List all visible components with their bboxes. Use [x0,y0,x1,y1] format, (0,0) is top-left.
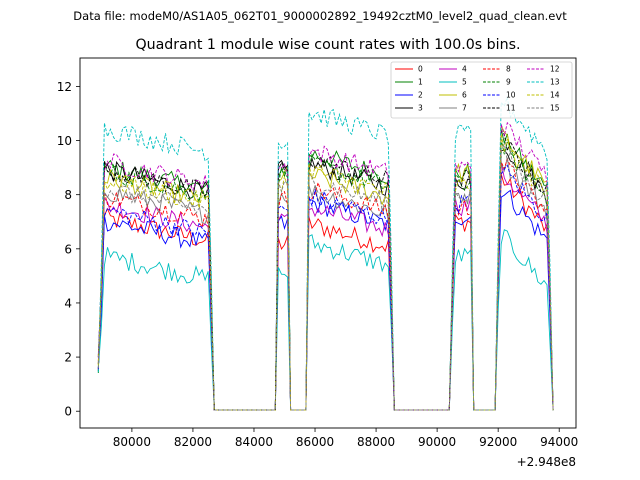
x-tick-label: 80000 [113,435,151,449]
x-tick-label: 88000 [357,435,395,449]
y-axis: 0 2 4 6 8 10 12 [57,80,80,419]
legend-label-0: 0 [418,65,423,74]
plot-frame [79,57,577,429]
legend-label-13: 13 [550,78,560,87]
legend-label-15: 15 [550,104,560,113]
chart-suptitle: Data file: modeM0/AS1A05_062T01_90000028… [73,9,567,23]
legend-label-7: 7 [462,104,467,113]
legend-box [390,61,573,119]
legend-label-2: 2 [418,91,423,100]
x-tick-label: 92000 [479,435,517,449]
legend-label-3: 3 [418,104,423,113]
y-tick-label: 6 [64,242,72,256]
x-axis: 80000 82000 84000 86000 88000 90000 92000 94000 [113,428,578,449]
y-tick-label: 10 [57,134,72,148]
x-tick-label: 82000 [174,435,212,449]
legend-label-10: 10 [506,91,516,100]
legend-label-9: 9 [506,78,511,87]
y-tick-label: 8 [64,188,72,202]
legend-label-12: 12 [550,65,560,74]
x-tick-label: 86000 [296,435,334,449]
series-line-15 [97,143,554,411]
y-tick-label: 2 [64,351,72,365]
chart-title: Quadrant 1 module wise count rates with … [135,37,520,53]
x-offset-label: +2.948e8 [517,455,576,469]
legend-label-1: 1 [418,78,423,87]
plot-area [80,58,576,428]
y-tick-label: 12 [57,80,72,94]
legend-label-8: 8 [506,65,511,74]
x-tick-label: 90000 [418,435,456,449]
x-tick-label: 84000 [235,435,273,449]
legend-label-14: 14 [550,91,560,100]
legend-label-4: 4 [462,65,467,74]
y-tick-label: 0 [64,405,72,419]
y-tick-label: 4 [64,296,72,310]
series-line-14 [97,133,554,411]
x-tick-label: 94000 [540,435,578,449]
legend-label-5: 5 [462,78,467,87]
legend-label-11: 11 [506,104,516,113]
series-lines [97,96,554,411]
legend-label-6: 6 [462,91,467,100]
